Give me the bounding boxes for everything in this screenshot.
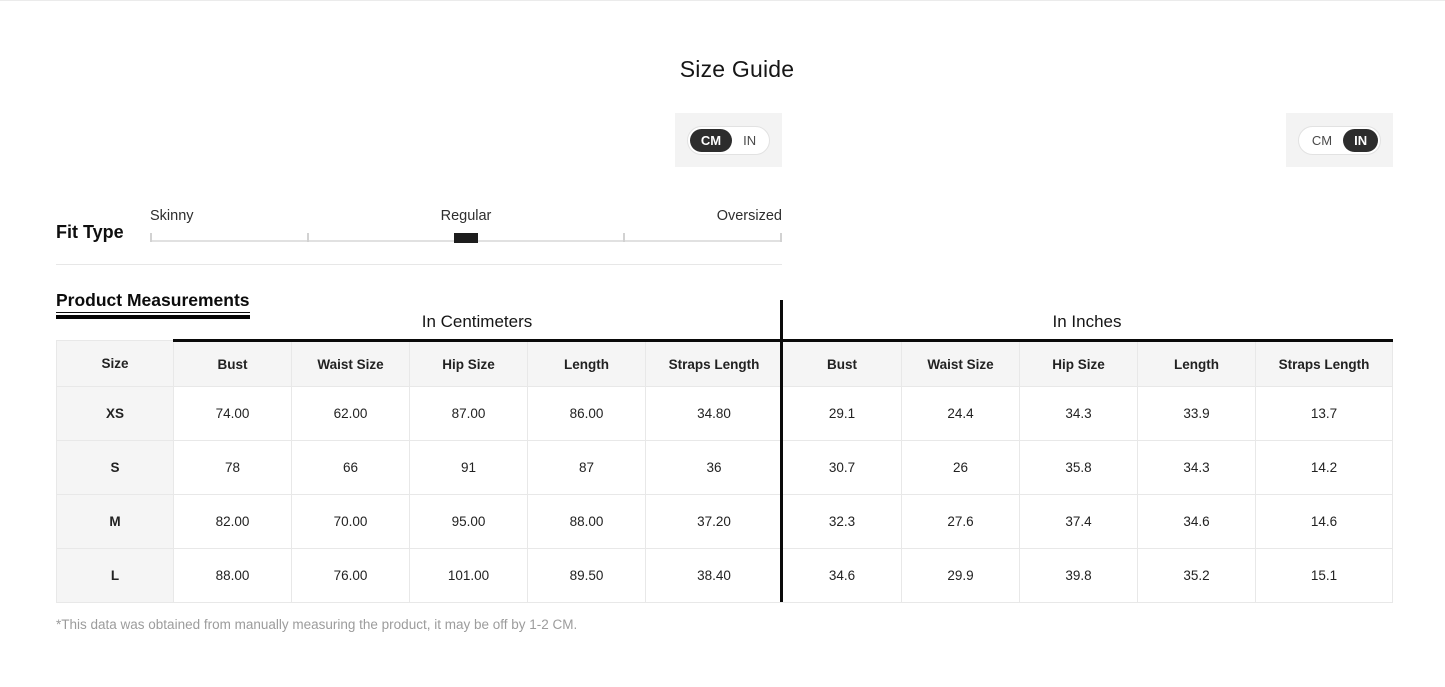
- cm-section-title: In Centimeters: [421, 312, 533, 331]
- cm-value-cell-0: 88.00: [173, 548, 292, 603]
- in-column-header-1: Waist Size: [901, 339, 1020, 387]
- in-value-cell-0: 34.6: [782, 548, 902, 603]
- in-value-cell-2: 37.4: [1019, 494, 1138, 549]
- measurements-table: Size Bust Waist Size Hip Size Length Straps L…: [56, 339, 1393, 603]
- in-column-header-3: Length: [1137, 339, 1256, 387]
- cm-value-cell-3: 86.00: [527, 386, 646, 441]
- cm-value-cell-0: 78: [173, 440, 292, 495]
- in-column-header-2: Hip Size: [1019, 339, 1138, 387]
- fit-option-oversized[interactable]: Oversized: [716, 208, 782, 224]
- in-column-header-0: Bust: [782, 339, 902, 387]
- cm-value-cell-1: 66: [291, 440, 410, 495]
- fit-slider-tick-quarter: [307, 233, 309, 242]
- fit-section-divider: [56, 264, 782, 265]
- in-value-cell-3: 35.2: [1137, 548, 1256, 603]
- table-header-row: Size Bust Waist Size Hip Size Length Straps L…: [56, 339, 1393, 387]
- cm-value-cell-1: 70.00: [291, 494, 410, 549]
- fit-option-skinny[interactable]: Skinny: [150, 208, 194, 224]
- size-cell: XS: [56, 386, 174, 441]
- cm-column-header-0: Bust: [173, 339, 292, 387]
- unit-toggle-right[interactable]: CM IN: [1297, 125, 1382, 155]
- cm-value-cell-3: 88.00: [527, 494, 646, 549]
- in-value-cell-1: 27.6: [901, 494, 1020, 549]
- measurement-footnote: *This data was obtained from manually me…: [56, 617, 578, 632]
- cm-value-cell-1: 76.00: [291, 548, 410, 603]
- page-title: Size Guide: [679, 56, 795, 82]
- in-value-cell-0: 29.1: [782, 386, 902, 441]
- cm-value-cell-1: 62.00: [291, 386, 410, 441]
- cm-value-cell-4: 34.80: [645, 386, 783, 441]
- in-value-cell-2: 35.8: [1019, 440, 1138, 495]
- unit-toggle-cm-section: CM IN: [675, 113, 782, 167]
- in-value-cell-2: 34.3: [1019, 386, 1138, 441]
- cm-value-cell-2: 87.00: [409, 386, 528, 441]
- unit-toggle-right-cm-option[interactable]: CM: [1311, 132, 1333, 148]
- unit-toggle-left[interactable]: CM IN: [686, 125, 771, 155]
- in-value-cell-0: 32.3: [782, 494, 902, 549]
- fit-type-label: Fit Type: [56, 222, 124, 242]
- table-row-l: L 88.00 76.00 101.00 89.50 38.40 34.6 29.9 39.8 3…: [56, 548, 1393, 603]
- fit-slider-tick-start: [150, 233, 152, 242]
- cm-in-divider-line: [780, 300, 783, 602]
- in-value-cell-4: 14.2: [1255, 440, 1393, 495]
- in-value-cell-2: 39.8: [1019, 548, 1138, 603]
- in-value-cell-3: 34.3: [1137, 440, 1256, 495]
- cm-value-cell-4: 38.40: [645, 548, 783, 603]
- cm-value-cell-2: 101.00: [409, 548, 528, 603]
- in-value-cell-4: 15.1: [1255, 548, 1393, 603]
- cm-column-header-4: Straps Length: [645, 339, 783, 387]
- in-value-cell-1: 24.4: [901, 386, 1020, 441]
- cm-column-header-3: Length: [527, 339, 646, 387]
- cm-value-cell-2: 95.00: [409, 494, 528, 549]
- in-column-header-4: Straps Length: [1255, 339, 1393, 387]
- size-cell: S: [56, 440, 174, 495]
- cm-value-cell-2: 91: [409, 440, 528, 495]
- cm-value-cell-0: 82.00: [173, 494, 292, 549]
- table-row-xs: XS 74.00 62.00 87.00 86.00 34.80 29.1 24.4 34.3 3…: [56, 386, 1393, 441]
- cm-value-cell-4: 36: [645, 440, 783, 495]
- cm-value-cell-3: 89.50: [527, 548, 646, 603]
- cm-value-cell-4: 37.20: [645, 494, 783, 549]
- fit-slider-tick-threequarter: [623, 233, 625, 242]
- unit-toggle-in-section: CM IN: [1286, 113, 1393, 167]
- fit-option-regular[interactable]: Regular: [440, 208, 492, 224]
- cm-column-header-2: Hip Size: [409, 339, 528, 387]
- table-row-m: M 82.00 70.00 95.00 88.00 37.20 32.3 27.6 37.4 34…: [56, 494, 1393, 549]
- in-value-cell-0: 30.7: [782, 440, 902, 495]
- in-section-title: In Inches: [1052, 312, 1122, 331]
- in-value-cell-1: 29.9: [901, 548, 1020, 603]
- fit-slider-tick-end: [780, 233, 782, 242]
- in-value-cell-3: 33.9: [1137, 386, 1256, 441]
- in-value-cell-1: 26: [901, 440, 1020, 495]
- size-cell: L: [56, 548, 174, 603]
- product-measurements-heading: Product Measurements: [56, 290, 250, 313]
- size-cell: M: [56, 494, 174, 549]
- unit-toggle-left-in-option[interactable]: IN: [743, 132, 757, 148]
- in-value-cell-3: 34.6: [1137, 494, 1256, 549]
- size-column-header: Size: [56, 340, 174, 387]
- in-value-cell-4: 13.7: [1255, 386, 1393, 441]
- unit-toggle-left-cm-option[interactable]: CM: [689, 128, 733, 152]
- unit-toggle-right-in-option[interactable]: IN: [1343, 128, 1379, 152]
- cm-value-cell-0: 74.00: [173, 386, 292, 441]
- in-value-cell-4: 14.6: [1255, 494, 1393, 549]
- fit-type-slider-handle[interactable]: [454, 233, 478, 243]
- cm-column-header-1: Waist Size: [291, 339, 410, 387]
- product-measurements-heading-underline: Product Measurements: [56, 290, 250, 319]
- table-row-s: S 78 66 91 87 36 30.7 26 35.8 34.3 14.2: [56, 440, 1393, 495]
- cm-value-cell-3: 87: [527, 440, 646, 495]
